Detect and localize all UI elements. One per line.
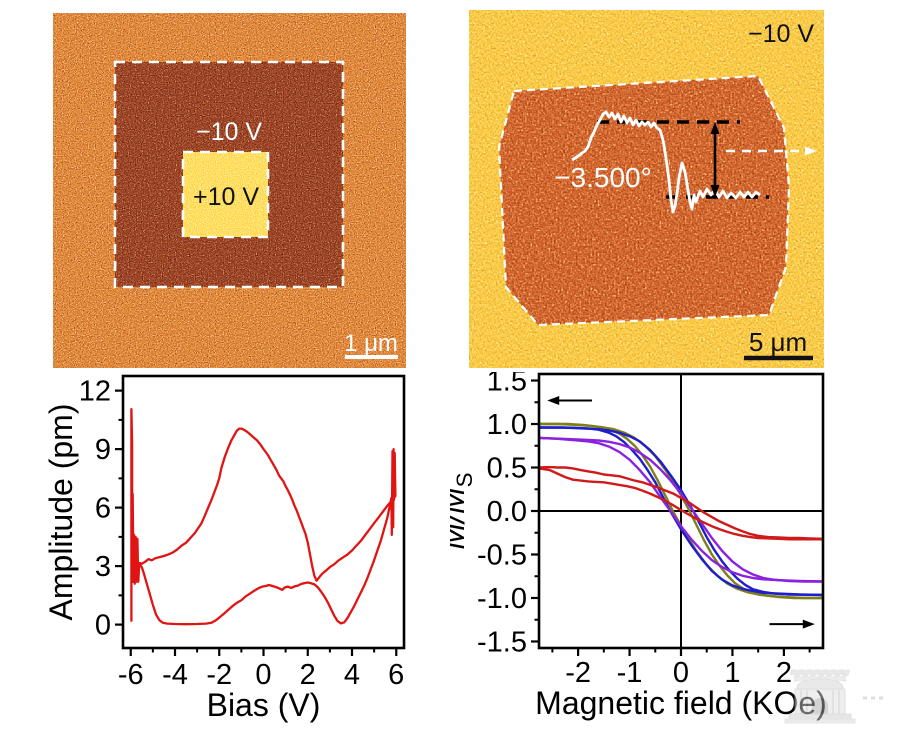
x-tick-label: -6	[118, 659, 144, 691]
x-tick-label: 2	[776, 657, 792, 689]
scalebar-label: 1 μm	[344, 330, 398, 357]
x-tick-label: -2	[565, 657, 591, 689]
pfm-overlays	[113, 60, 398, 359]
plot-frame	[537, 372, 825, 650]
y-tick-label: 0.0	[487, 496, 527, 528]
y-tick-label: 0.5	[487, 453, 527, 485]
y-tick-label: 1.0	[487, 409, 527, 441]
outer-bias-label: −10 V	[196, 118, 262, 146]
arrowhead	[805, 146, 817, 156]
arrowhead	[710, 185, 720, 197]
arrowhead	[710, 122, 720, 134]
series-sweep-2	[131, 427, 397, 583]
x-tick-label: -2	[206, 659, 232, 691]
pfm-written-domains-image: −10 V +10 V 1 μm	[53, 13, 406, 368]
y-tick-label: -0.5	[477, 539, 527, 571]
x-tick-label: 1	[724, 657, 740, 689]
series-loop-red-b	[538, 467, 824, 541]
plot-area	[123, 376, 404, 648]
y-tick-label: 1.5	[487, 372, 527, 398]
outer-dashed-box	[113, 60, 345, 289]
phase-angle-label: −3.500°	[554, 162, 652, 193]
bias-label: −10 V	[748, 20, 814, 48]
phase-overlays	[497, 74, 817, 361]
y-axis-label: Amplitude (pm)	[45, 404, 79, 621]
y-tick-label: 0	[95, 610, 111, 642]
series-loop-olive-b	[538, 422, 824, 600]
pfm-phase-profile-image: −10 V −3.500° 5 μm	[469, 10, 824, 368]
x-axis-label: Magnetic field (KOe)	[535, 685, 827, 721]
series-loop-red-a	[538, 465, 824, 540]
scalebar-label: 5 μm	[749, 327, 807, 357]
y-tick-label: -1.0	[477, 583, 527, 615]
inner-bias-label: +10 V	[193, 183, 259, 211]
axis-ticks	[115, 389, 398, 656]
pos-bias-written-region	[183, 152, 268, 237]
x-axis-label: Bias (V)	[207, 687, 321, 723]
arrowhead	[547, 396, 560, 406]
series-loop-purple-b	[538, 436, 824, 583]
building-icon	[784, 669, 887, 724]
magnetization-field-chart: -2 -1 0 1 2 1.5 1.0 0.5 0.0 -0.5 -1.0 -1.5Magnetic …	[450, 372, 827, 721]
series-sweep-1	[130, 407, 397, 626]
y-tick-label: 9	[95, 434, 111, 466]
plot-frame	[121, 374, 406, 650]
y-tick-label: 6	[95, 493, 111, 525]
phase-line-profile	[571, 110, 761, 214]
x-tick-label: -4	[162, 659, 188, 691]
inner-dashed-box	[181, 150, 270, 239]
switched-domain-region	[499, 76, 789, 325]
x-tick-label: -1	[617, 657, 643, 689]
x-tick-label: 0	[673, 657, 689, 689]
journal-watermark-icon	[784, 669, 887, 724]
x-tick-label: 0	[255, 659, 271, 691]
y-axis-label: M/MS	[450, 472, 477, 549]
x-tick-label: 2	[300, 659, 316, 691]
x-tick-label: 4	[344, 659, 360, 691]
domain-dashed-outline	[497, 74, 791, 327]
y-tick-label: -1.5	[477, 626, 527, 658]
y-tick-label: 3	[95, 551, 111, 583]
x-tick-label: 6	[388, 659, 404, 691]
arrowhead	[802, 619, 815, 629]
y-tick-label: 12	[79, 376, 111, 408]
